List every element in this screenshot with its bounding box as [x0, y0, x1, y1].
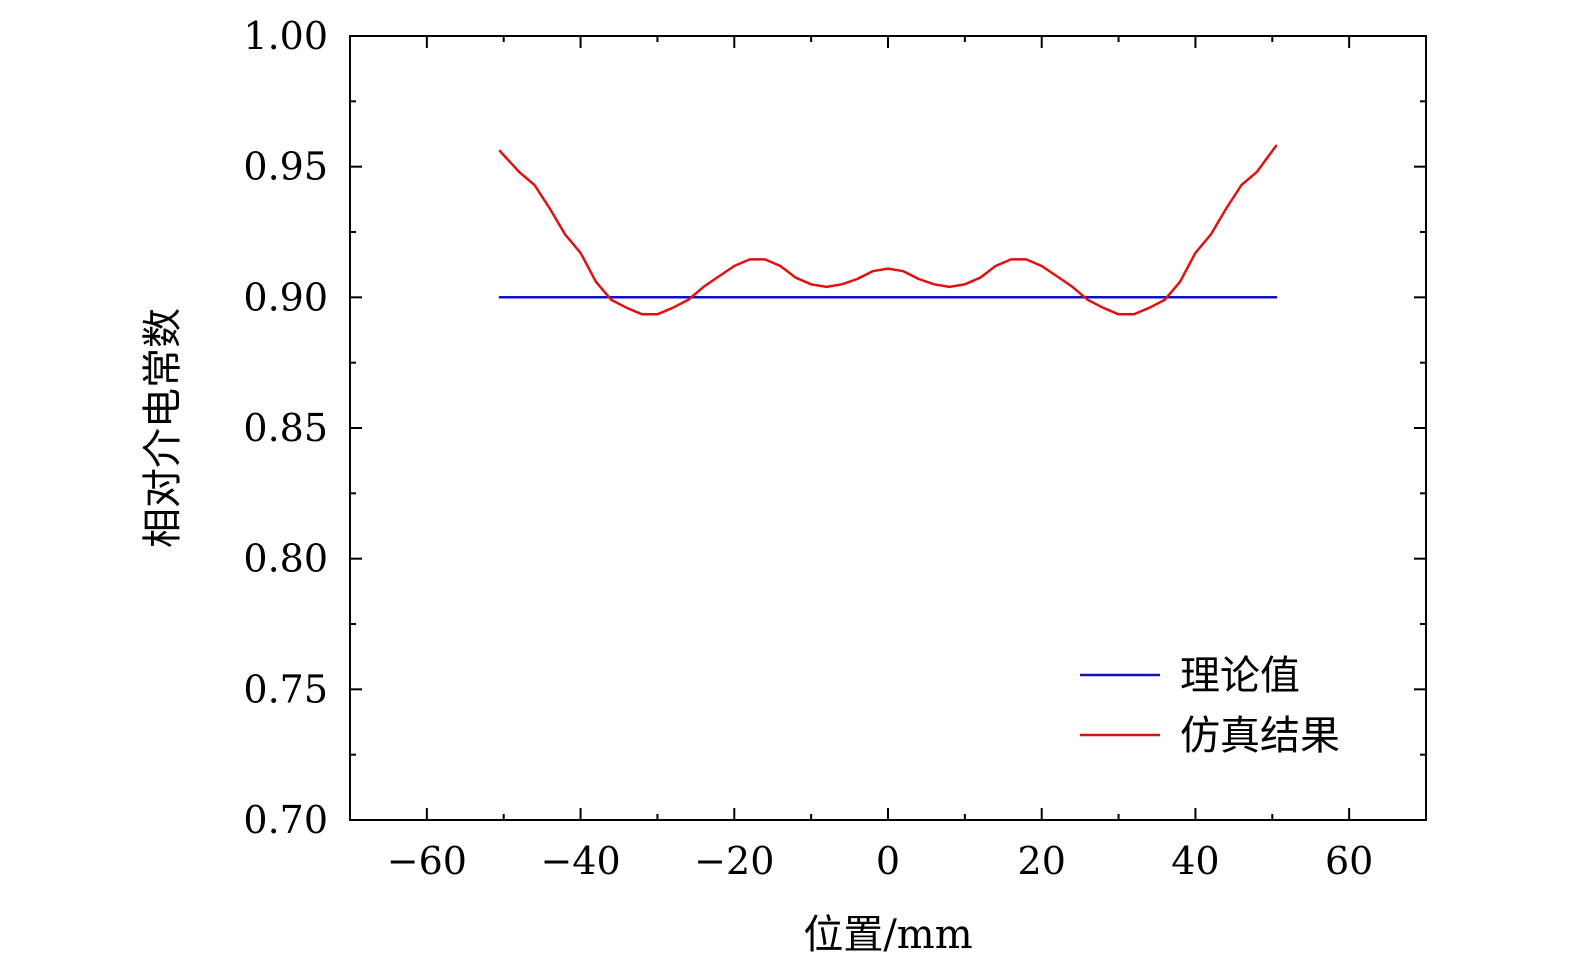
x-tick-label: 20	[1018, 839, 1066, 883]
x-tick-label: −40	[540, 839, 620, 883]
legend-label-theory: 理论值	[1180, 653, 1300, 699]
y-tick-label: 0.75	[243, 667, 328, 711]
y-tick-label: 0.80	[243, 537, 328, 581]
x-tick-label: 0	[876, 839, 900, 883]
y-axis-title: 相对介电常数	[140, 308, 186, 548]
legend: 理论值 仿真结果	[1080, 653, 1340, 759]
y-axis-ticks: 0.70 0.75 0.80 0.85 0.90 0.95 1.00	[243, 14, 1426, 842]
legend-label-simulation: 仿真结果	[1180, 713, 1340, 759]
x-tick-label: 40	[1171, 839, 1219, 883]
series-lines	[498, 144, 1278, 316]
plot-frame	[349, 35, 1427, 821]
x-axis-title: 位置/mm	[803, 912, 972, 958]
x-tick-label: −20	[694, 839, 774, 883]
y-tick-label: 0.85	[243, 406, 328, 450]
x-tick-label: −60	[387, 839, 467, 883]
x-tick-label: 60	[1325, 839, 1373, 883]
y-tick-label: 1.00	[243, 14, 328, 58]
y-tick-label: 0.90	[243, 275, 328, 319]
y-tick-label: 0.95	[243, 145, 328, 189]
series-line-simulation	[498, 144, 1278, 316]
y-tick-label: 0.70	[243, 798, 328, 842]
x-axis-ticks: −60 −40 −20 0 20 40 60	[387, 36, 1373, 883]
